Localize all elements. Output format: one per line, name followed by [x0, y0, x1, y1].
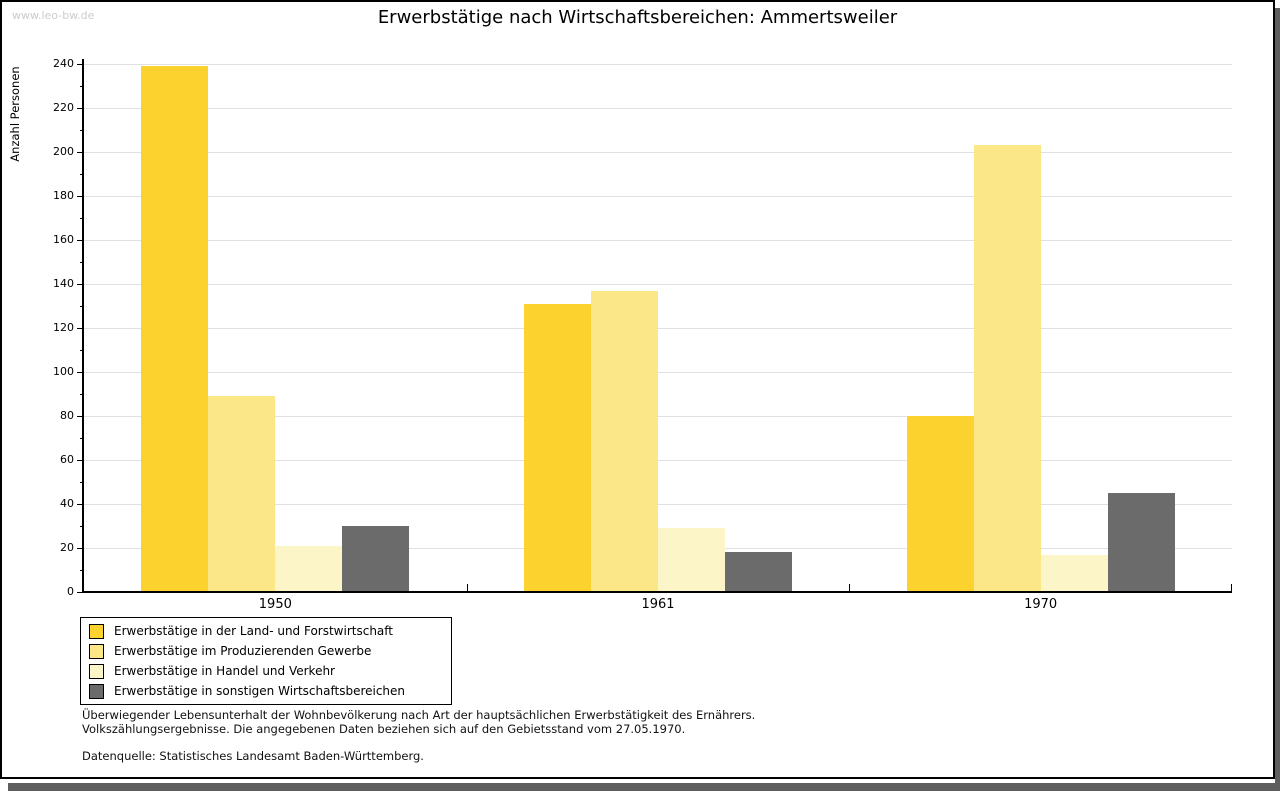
y-tick-label: 20 [60, 541, 74, 554]
bar-1950-handel-verkehr [275, 545, 343, 592]
bar-1970-produzierendes-gewerbe [973, 145, 1041, 592]
footnotes: Überwiegender Lebensunterhalt der Wohnbe… [82, 708, 755, 763]
gridline [84, 64, 1232, 65]
y-major-tick [77, 328, 84, 329]
y-major-tick [77, 416, 84, 417]
y-tick-label: 240 [53, 57, 74, 70]
bar-1950-land-forstwirtschaft [141, 66, 209, 592]
legend-swatch-handel-verkehr [89, 663, 104, 679]
legend-item-produzierendes-gewerbe: Erwerbstätige im Produzierenden Gewerbe [81, 641, 451, 661]
bar-1950-sonstige-wirtschaftsbereiche [342, 526, 410, 592]
x-tick-label: 1950 [258, 597, 292, 612]
drop-shadow-right [1275, 8, 1280, 791]
plot-area: 1950 1961 1970 0 20 40 60 80 100 120 140 160 180 200 2… [2, 2, 1273, 777]
y-tick-label: 80 [60, 409, 74, 422]
y-major-tick [77, 108, 84, 109]
y-tick-label: 160 [53, 233, 74, 246]
gridline [84, 372, 1232, 373]
bar-1961-sonstige-wirtschaftsbereiche [725, 552, 792, 592]
gridline [84, 328, 1232, 329]
legend-swatch-produzierendes-gewerbe [89, 643, 104, 659]
y-major-tick [77, 548, 84, 549]
gridline [84, 108, 1232, 109]
bar-1961-handel-verkehr [658, 528, 725, 592]
y-major-tick [77, 592, 84, 593]
gridline [84, 416, 1232, 417]
y-major-tick [77, 152, 84, 153]
gridline [84, 152, 1232, 153]
footnote-line-1: Überwiegender Lebensunterhalt der Wohnbe… [82, 708, 756, 722]
legend-swatch-sonstige-wirtschaftsbereiche [89, 683, 104, 699]
gridline [84, 284, 1232, 285]
group-boundary-tick [466, 584, 468, 592]
gridline [84, 196, 1232, 197]
watermark: www.leo-bw.de [12, 9, 95, 22]
y-major-tick [77, 64, 84, 65]
bar-1970-sonstige-wirtschaftsbereiche [1107, 493, 1175, 592]
x-axis-line [82, 591, 1232, 593]
legend-label-produzierendes-gewerbe: Erwerbstätige im Produzierenden Gewerbe [114, 644, 372, 658]
bar-1970-land-forstwirtschaft [906, 416, 974, 592]
y-tick-label: 200 [53, 145, 74, 158]
y-major-tick [77, 372, 84, 373]
y-tick-label: 40 [60, 497, 74, 510]
y-tick-label: 120 [53, 321, 74, 334]
legend-label-land-forstwirtschaft: Erwerbstätige in der Land- und Forstwirt… [114, 624, 393, 638]
y-axis-line [82, 59, 84, 593]
bar-1970-handel-verkehr [1040, 554, 1108, 592]
y-major-tick [77, 460, 84, 461]
chart-title: Erwerbstätige nach Wirtschaftsbereichen:… [377, 7, 898, 28]
y-tick-label: 100 [53, 365, 74, 378]
legend-item-land-forstwirtschaft: Erwerbstätige in der Land- und Forstwirt… [81, 621, 451, 641]
axis-end-tick [1231, 584, 1232, 592]
bar-1950-produzierendes-gewerbe [208, 396, 276, 592]
legend-item-handel-verkehr: Erwerbstätige in Handel und Verkehr [81, 661, 451, 681]
y-tick-label: 0 [67, 585, 74, 598]
bar-1961-land-forstwirtschaft [524, 303, 591, 592]
data-source: Datenquelle: Statistisches Landesamt Bad… [82, 749, 424, 763]
legend-item-sonstige-wirtschaftsbereiche: Erwerbstätige in sonstigen Wirtschaftsbe… [81, 681, 451, 701]
x-tick-label: 1970 [1024, 597, 1058, 612]
y-major-tick [77, 196, 84, 197]
x-tick-label: 1961 [641, 597, 675, 612]
y-tick-label: 220 [53, 101, 74, 114]
y-major-tick [77, 284, 84, 285]
footnote-line-2: Volkszählungsergebnisse. Die angegebenen… [82, 722, 686, 736]
y-tick-label: 140 [53, 277, 74, 290]
legend-label-sonstige-wirtschaftsbereiche: Erwerbstätige in sonstigen Wirtschaftsbe… [114, 684, 406, 698]
drop-shadow-bottom [8, 783, 1280, 791]
group-boundary-tick [849, 584, 851, 592]
y-tick-label: 180 [53, 189, 74, 202]
gridline [84, 504, 1232, 505]
gridline [84, 240, 1232, 241]
y-major-tick [77, 240, 84, 241]
legend-swatch-land-forstwirtschaft [89, 623, 104, 639]
gridline [84, 460, 1232, 461]
bar-1961-produzierendes-gewerbe [591, 290, 658, 592]
y-tick-label: 60 [60, 453, 74, 466]
y-major-tick [77, 504, 84, 505]
legend-label-handel-verkehr: Erwerbstätige in Handel und Verkehr [114, 664, 335, 678]
legend: Erwerbstätige in der Land- und Forstwirt… [80, 617, 452, 705]
